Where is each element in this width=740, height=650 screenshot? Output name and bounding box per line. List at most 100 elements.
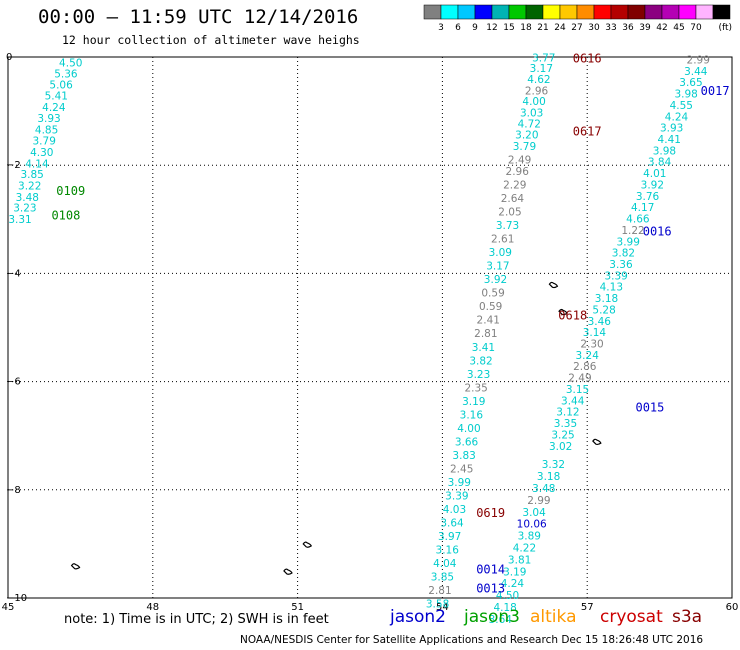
- swh-value: 2.81: [474, 328, 497, 340]
- colorbar-swatch: [491, 4, 510, 20]
- colorbar-label: 39: [639, 23, 651, 33]
- island-cosmoledo: [302, 541, 313, 548]
- swh-value: 4.01: [643, 168, 666, 180]
- colorbar-label: 42: [656, 23, 667, 33]
- swh-value: 2.41: [477, 315, 500, 327]
- swh-value: 4.18: [493, 602, 516, 614]
- swh-value: 2.64: [501, 193, 525, 205]
- swh-value: 2.61: [491, 234, 514, 246]
- swh-value: 3.16: [460, 409, 484, 421]
- colorbar-swatch: [576, 4, 595, 20]
- swh-value: 3.44: [561, 395, 585, 407]
- swh-value: 4.66: [626, 214, 650, 226]
- swh-value: 3.76: [636, 191, 660, 203]
- swh-value: 3.89: [518, 531, 541, 543]
- swh-value: 3.18: [595, 293, 618, 305]
- swh-value: 3.99: [448, 477, 471, 489]
- swh-value: 3.15: [566, 384, 589, 396]
- swh-value: 5.36: [54, 69, 78, 81]
- swh-value: 2.96: [506, 166, 530, 178]
- swh-value: 4.72: [518, 118, 541, 130]
- swh-value: 3.39: [445, 491, 468, 503]
- swh-value: 4.41: [658, 134, 681, 146]
- pass-id-label: 0108: [51, 208, 80, 222]
- swh-value: 3.19: [462, 396, 485, 408]
- swh-value: 3.81: [508, 554, 531, 566]
- swh-value: 3.23: [13, 203, 36, 215]
- x-tick-label: 45: [2, 602, 15, 613]
- page-subtitle: 12 hour collection of altimeter wave hei…: [62, 33, 360, 47]
- swh-value: 3.64: [489, 614, 513, 626]
- y-tick-label: −4: [6, 268, 21, 279]
- island-amirante: [592, 438, 602, 446]
- x-tick-label: 57: [581, 602, 594, 613]
- y-tick-label: −8: [6, 485, 21, 496]
- colorbar-swatch: [644, 4, 663, 20]
- x-tick-label: 51: [291, 602, 304, 613]
- swh-value: 5.28: [592, 304, 615, 316]
- swh-value: 3.46: [588, 316, 612, 328]
- swh-value: 4.14: [25, 158, 49, 170]
- credit-text: NOAA/NESDIS Center for Satellite Applica…: [240, 634, 704, 646]
- colorbar-label: 18: [520, 23, 532, 33]
- swh-value: 2.05: [498, 207, 521, 219]
- swh-value: 4.00: [522, 96, 545, 108]
- swh-value: 3.04: [522, 507, 546, 519]
- swh-value: 4.62: [527, 74, 550, 86]
- swh-value: 3.41: [472, 342, 495, 354]
- colorbar-swatch: [661, 4, 680, 20]
- swh-value: 2.29: [503, 179, 526, 191]
- swh-value: 4.50: [496, 590, 519, 602]
- swh-value: 3.36: [609, 259, 633, 271]
- colorbar-label: 9: [472, 23, 478, 33]
- swh-value: 4.50: [59, 58, 82, 70]
- colorbar-label: 30: [588, 23, 600, 33]
- pass-id-label: 0617: [573, 124, 602, 138]
- colorbar-swatch: [525, 4, 544, 20]
- swh-value: 4.00: [457, 423, 480, 435]
- swh-value: 3.24: [576, 350, 600, 362]
- swh-value: 3.18: [537, 471, 560, 483]
- colorbar-label: 6: [455, 23, 461, 33]
- pass-id-label: 0013: [476, 582, 505, 596]
- y-tick-label: −2: [6, 160, 21, 171]
- colorbar-swatch: [423, 4, 442, 20]
- x-tick-label: 54: [436, 602, 449, 613]
- legend-cryosat: cryosat: [600, 607, 663, 627]
- y-tick-label: −6: [6, 377, 21, 388]
- island-farquhar: [283, 568, 293, 575]
- x-tick-label: 60: [726, 602, 739, 613]
- colorbar-label: 3: [438, 23, 444, 33]
- pass-id-label: 0616: [573, 51, 602, 65]
- swh-value: 3.98: [674, 89, 697, 101]
- swh-value: 3.12: [556, 407, 579, 419]
- swh-value: 3.73: [496, 220, 519, 232]
- swh-value: 3.98: [653, 145, 676, 157]
- swh-value: 3.19: [503, 566, 526, 578]
- y-tick-label: −10: [6, 593, 27, 604]
- legend-s3a: s3a: [672, 607, 703, 627]
- swh-value: 3.44: [684, 66, 708, 78]
- swh-value: 4.03: [443, 504, 466, 516]
- swh-value: 3.32: [542, 459, 565, 471]
- colorbar-swatch: [542, 4, 561, 20]
- colorbar-swatch: [508, 4, 527, 20]
- colorbar-swatch: [457, 4, 476, 20]
- swh-value: 4.24: [665, 111, 689, 123]
- plot-frame: [7, 56, 733, 599]
- swh-value: 0.59: [481, 288, 504, 300]
- colorbar-swatch: [695, 4, 714, 20]
- swh-value: 4.17: [631, 202, 654, 214]
- x-tick-label: 48: [146, 602, 159, 613]
- swh-value: 5.06: [49, 79, 73, 91]
- pass-id-label: 0619: [476, 506, 505, 520]
- swh-value: 3.85: [431, 572, 454, 584]
- swh-value: 3.35: [554, 418, 577, 430]
- swh-value: 3.58: [426, 599, 449, 611]
- swh-value: 3.25: [551, 429, 574, 441]
- swh-value: 3.22: [18, 181, 41, 193]
- pass-id-label: 0015: [635, 400, 664, 414]
- swh-value: 3.79: [513, 141, 536, 153]
- page-title: 00:00 – 11:59 UTC 12/14/2016: [38, 6, 359, 28]
- swh-value: 3.66: [455, 436, 479, 448]
